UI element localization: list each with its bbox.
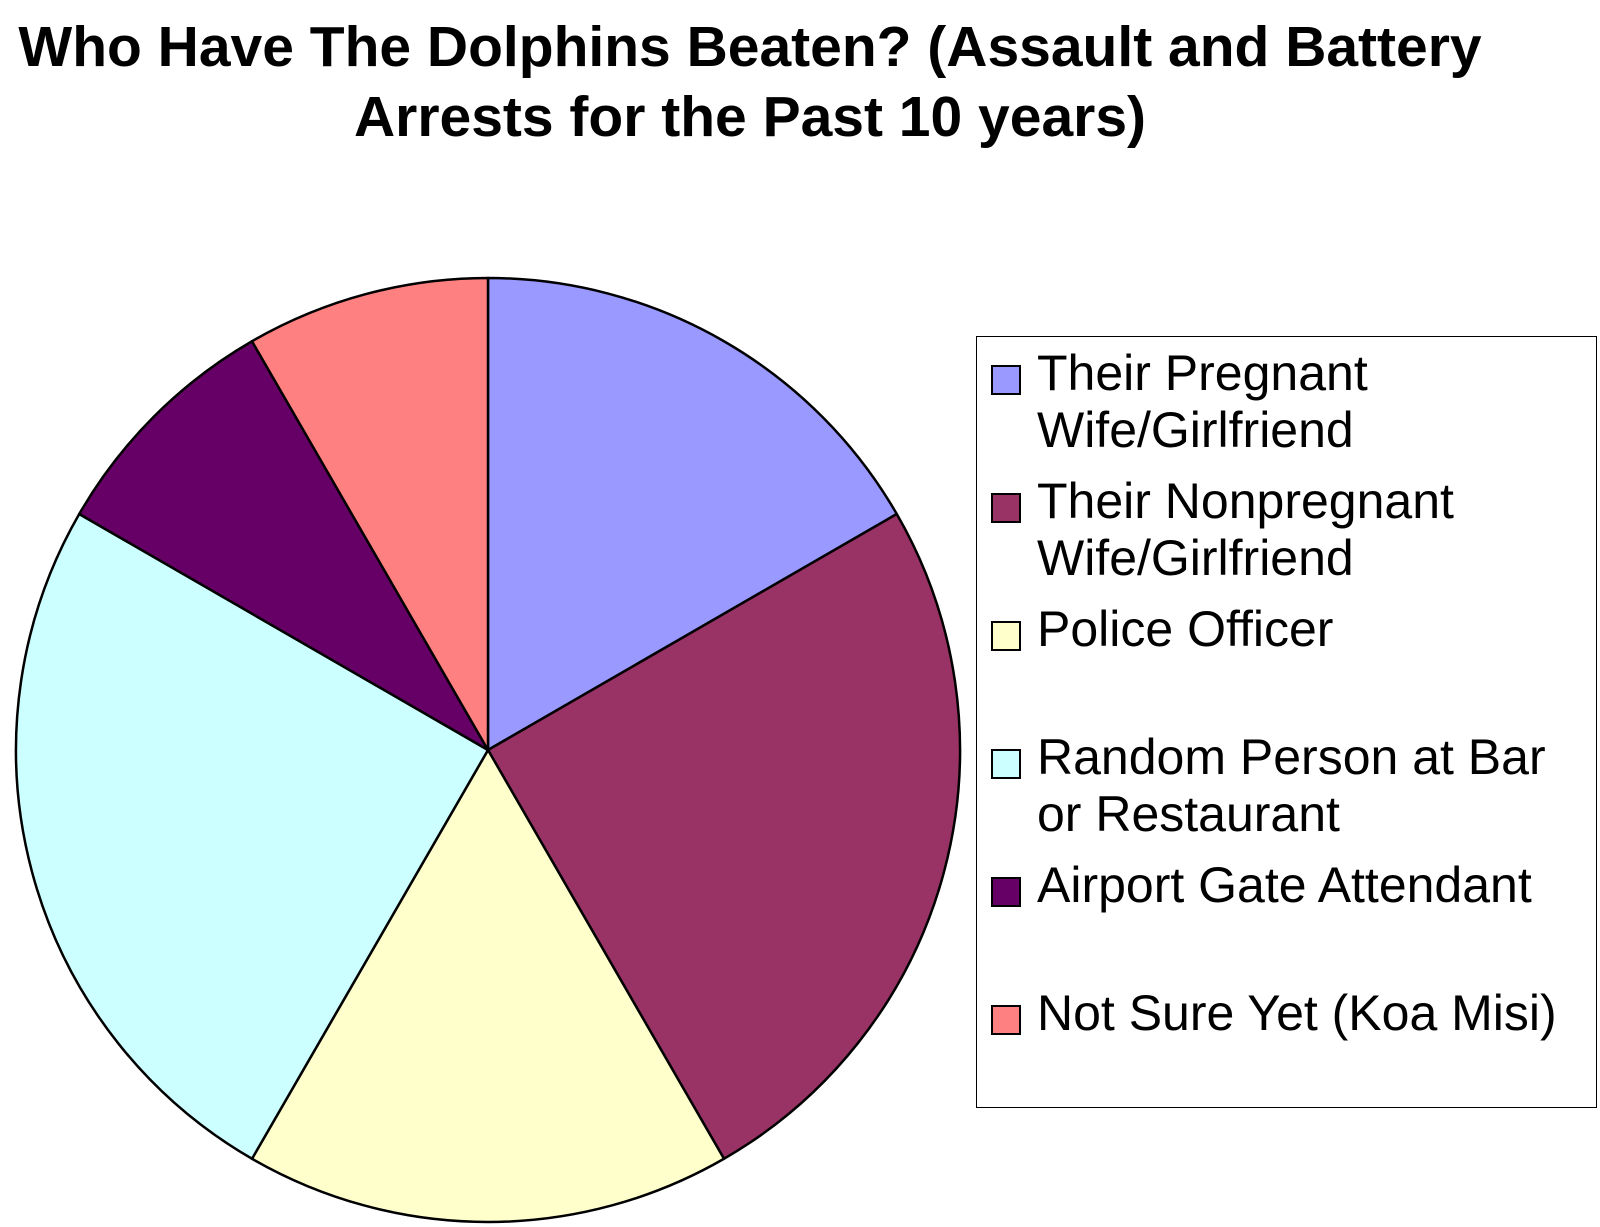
legend-label-line: Police Officer	[1037, 601, 1334, 657]
chart-legend: Their Pregnant Wife/Girlfriend Their Nonpr…	[976, 336, 1597, 1108]
legend-label: Random Person at Bar or Restaurant	[1037, 729, 1597, 843]
legend-label: Their Nonpregnant Wife/Girlfriend	[1037, 473, 1597, 587]
pie-slice-5	[77, 339, 490, 752]
legend-swatch	[991, 749, 1021, 779]
pie-slice-2	[486, 512, 962, 1161]
legend-label: Not Sure Yet (Koa Misi)	[1037, 985, 1597, 1042]
chart-title-line-2: Arrests for the Past 10 years)	[353, 85, 1147, 149]
legend-swatch	[991, 1005, 1021, 1035]
legend-label-line: Their Nonpregnant	[1037, 473, 1454, 529]
legend-label: Police Officer	[1037, 601, 1597, 658]
pie-slice-1	[486, 276, 899, 752]
legend-label-line: Their Pregnant	[1037, 345, 1368, 401]
chart-title-line-1: Who Have The Dolphins Beaten? (Assault a…	[18, 15, 1482, 79]
legend-swatch	[991, 621, 1021, 651]
legend-label-line: Random Person at Bar	[1037, 729, 1546, 785]
legend-label-line: Not Sure Yet (Koa Misi)	[1037, 985, 1557, 1041]
pie-slice-4	[14, 512, 490, 1161]
pie-chart	[14, 276, 962, 1224]
pie-slice-6	[250, 276, 490, 752]
legend-label: Their Pregnant Wife/Girlfriend	[1037, 345, 1597, 459]
legend-swatch	[991, 493, 1021, 523]
legend-label-line: Wife/Girlfriend	[1037, 402, 1354, 458]
legend-swatch	[991, 365, 1021, 395]
legend-label-line: Airport Gate Attendant	[1037, 857, 1532, 913]
pie-slice-3	[250, 748, 726, 1224]
legend-label-line: Wife/Girlfriend	[1037, 530, 1354, 586]
legend-swatch	[991, 877, 1021, 907]
chart-title: Who Have The Dolphins Beaten? (Assault a…	[0, 12, 1500, 152]
legend-label-line: or Restaurant	[1037, 786, 1340, 842]
legend-label: Airport Gate Attendant	[1037, 857, 1597, 914]
